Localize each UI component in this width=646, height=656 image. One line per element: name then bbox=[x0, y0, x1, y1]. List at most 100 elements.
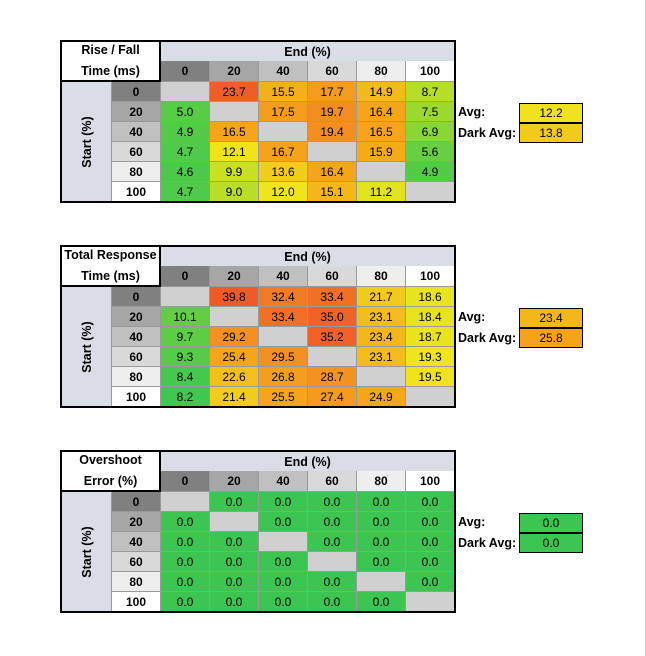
heatmap-cell: 4.7 bbox=[161, 142, 210, 162]
column-header: 40 bbox=[259, 266, 308, 287]
heatmap-cell: 9.7 bbox=[161, 327, 210, 347]
heatmap-cell: 0.0 bbox=[259, 572, 308, 592]
heatmap-empty-cell bbox=[161, 492, 210, 512]
end-axis-label: End (%) bbox=[161, 40, 456, 61]
heatmap-cell: 0.0 bbox=[357, 492, 406, 512]
row-header: 100 bbox=[112, 387, 161, 407]
heatmap-cell: 4.9 bbox=[406, 162, 455, 182]
heatmap-cell: 0.0 bbox=[210, 592, 259, 612]
heatmap-cell: 0.0 bbox=[161, 572, 210, 592]
row-header: 0 bbox=[112, 492, 161, 512]
column-header: 60 bbox=[308, 266, 357, 287]
heatmap-cell: 12.0 bbox=[259, 182, 308, 202]
row-header: 40 bbox=[112, 327, 161, 347]
heatmap-cell: 9.3 bbox=[161, 347, 210, 367]
start-axis-label: Start (%) bbox=[60, 287, 112, 408]
heatmap-cell: 23.7 bbox=[210, 82, 259, 102]
column-header: 20 bbox=[210, 266, 259, 287]
table-title-line-1: Total Response bbox=[64, 248, 157, 262]
table-title: Total Response Time (ms) bbox=[60, 245, 161, 287]
heatmap-cell: 17.5 bbox=[259, 102, 308, 122]
heatmap-cell: 0.0 bbox=[259, 552, 308, 572]
heatmap-cell: 13.6 bbox=[259, 162, 308, 182]
heatmap-cell: 8.7 bbox=[406, 82, 455, 102]
heatmap-empty-cell bbox=[357, 367, 406, 387]
avg-label: Avg: bbox=[458, 105, 486, 119]
heatmap-cell: 15.1 bbox=[308, 182, 357, 202]
column-header: 80 bbox=[357, 471, 406, 492]
column-header: 60 bbox=[308, 471, 357, 492]
heatmap-cell: 39.8 bbox=[210, 287, 259, 307]
heatmap-cell: 15.5 bbox=[259, 82, 308, 102]
heatmap-cell: 0.0 bbox=[161, 592, 210, 612]
column-header: 0 bbox=[161, 61, 210, 82]
heatmap-cell: 29.5 bbox=[259, 347, 308, 367]
column-header: 40 bbox=[259, 61, 308, 82]
start-axis-label: Start (%) bbox=[60, 492, 112, 613]
row-header: 40 bbox=[112, 532, 161, 552]
dark-avg-label: Dark Avg: bbox=[458, 331, 517, 345]
heatmap-cell: 26.8 bbox=[259, 367, 308, 387]
heatmap-cell: 21.4 bbox=[210, 387, 259, 407]
heatmap-cell: 0.0 bbox=[210, 492, 259, 512]
heatmap-cell: 32.4 bbox=[259, 287, 308, 307]
heatmap-cell: 19.5 bbox=[406, 367, 455, 387]
heatmap-empty-cell bbox=[406, 182, 455, 202]
heatmap-cell: 9.0 bbox=[210, 182, 259, 202]
dark-avg-value: 0.0 bbox=[519, 533, 583, 553]
heatmap-cell: 16.5 bbox=[210, 122, 259, 142]
heatmap-cell: 0.0 bbox=[259, 512, 308, 532]
column-header: 100 bbox=[406, 61, 455, 82]
heatmap-cell: 23.1 bbox=[357, 347, 406, 367]
column-header: 60 bbox=[308, 61, 357, 82]
heatmap-cell: 33.4 bbox=[308, 287, 357, 307]
table-frame-bottom bbox=[60, 406, 456, 408]
heatmap-cell: 15.9 bbox=[357, 142, 406, 162]
heatmap-cell: 16.4 bbox=[357, 102, 406, 122]
avg-label: Avg: bbox=[458, 310, 486, 324]
table-frame-bottom bbox=[60, 611, 456, 613]
heatmap-cell: 8.2 bbox=[161, 387, 210, 407]
heatmap-cell: 35.0 bbox=[308, 307, 357, 327]
table-title: Rise / Fall Time (ms) bbox=[60, 40, 161, 82]
end-axis-label: End (%) bbox=[161, 450, 456, 471]
heatmap-empty-cell bbox=[406, 387, 455, 407]
column-header: 20 bbox=[210, 61, 259, 82]
heatmap-cell: 0.0 bbox=[406, 532, 455, 552]
heatmap-cell: 22.6 bbox=[210, 367, 259, 387]
heatmap-cell: 0.0 bbox=[161, 512, 210, 532]
heatmap-empty-cell bbox=[161, 287, 210, 307]
heatmap-cell: 0.0 bbox=[210, 552, 259, 572]
heatmap-cell: 0.0 bbox=[406, 492, 455, 512]
table-title: Overshoot Error (%) bbox=[60, 450, 161, 492]
column-header: 40 bbox=[259, 471, 308, 492]
heatmap-empty-cell bbox=[210, 102, 259, 122]
heatmap-cell: 0.0 bbox=[357, 592, 406, 612]
row-header: 80 bbox=[112, 367, 161, 387]
heatmap-cell: 0.0 bbox=[406, 552, 455, 572]
column-header: 100 bbox=[406, 266, 455, 287]
end-axis-label: End (%) bbox=[161, 245, 456, 266]
heatmap-cell: 16.7 bbox=[259, 142, 308, 162]
heatmap-empty-cell bbox=[308, 142, 357, 162]
table-title-line-2: Time (ms) bbox=[81, 269, 140, 283]
heatmap-empty-cell bbox=[210, 307, 259, 327]
row-header: 60 bbox=[112, 142, 161, 162]
heatmap-cell: 8.4 bbox=[161, 367, 210, 387]
table-frame-right bbox=[454, 266, 456, 408]
heatmap-cell: 18.6 bbox=[406, 287, 455, 307]
heatmap-cell: 0.0 bbox=[308, 532, 357, 552]
heatmap-cell: 0.0 bbox=[210, 572, 259, 592]
heatmap-cell: 18.7 bbox=[406, 327, 455, 347]
column-header: 0 bbox=[161, 266, 210, 287]
avg-label: Avg: bbox=[458, 515, 486, 529]
heatmap-cell: 0.0 bbox=[406, 572, 455, 592]
heatmap-cell: 16.5 bbox=[357, 122, 406, 142]
heatmap-cell: 0.0 bbox=[357, 552, 406, 572]
table-title-line-2: Error (%) bbox=[83, 474, 138, 488]
heatmap-cell: 0.0 bbox=[259, 492, 308, 512]
heatmap-cell: 27.4 bbox=[308, 387, 357, 407]
heatmap-cell: 33.4 bbox=[259, 307, 308, 327]
heatmap-cell: 25.5 bbox=[259, 387, 308, 407]
heatmap-cell: 19.7 bbox=[308, 102, 357, 122]
